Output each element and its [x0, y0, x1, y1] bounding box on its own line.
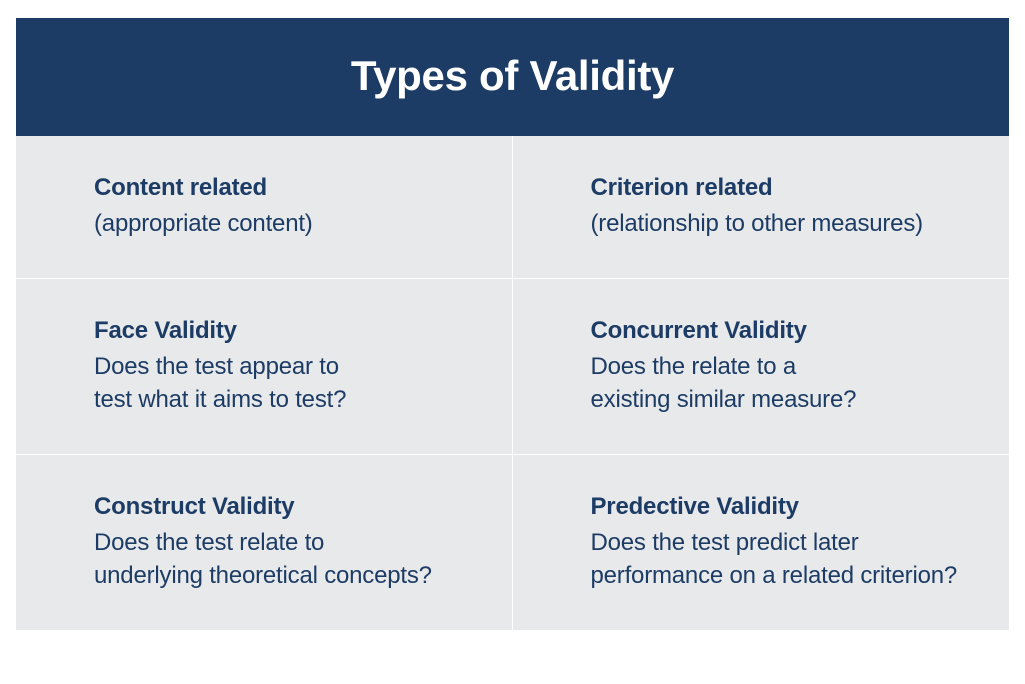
- cell-desc: Does the test relate tounderlying theore…: [94, 527, 492, 592]
- cell-title: Construct Validity: [94, 493, 492, 521]
- cell-title: Criterion related: [591, 174, 990, 202]
- cell-concurrent-validity: Concurrent Validity Does the relate to a…: [513, 279, 1010, 455]
- cell-title: Face Validity: [94, 317, 492, 345]
- cell-predictive-validity: Predective Validity Does the test predic…: [513, 455, 1010, 630]
- grid: Content related (appropriate content) Cr…: [16, 136, 1009, 630]
- header-title: Types of Validity: [351, 52, 674, 99]
- header-bar: Types of Validity: [16, 18, 1009, 136]
- validity-infographic: Types of Validity Content related (appro…: [16, 18, 1009, 630]
- cell-content-related: Content related (appropriate content): [16, 136, 513, 279]
- cell-desc: Does the test appear totest what it aims…: [94, 351, 492, 416]
- cell-desc: Does the relate to aexisting similar mea…: [591, 351, 990, 416]
- cell-desc: Does the test predict laterperformance o…: [591, 527, 990, 592]
- cell-title: Content related: [94, 174, 492, 202]
- cell-desc: (relationship to other measures): [591, 208, 990, 240]
- cell-title: Concurrent Validity: [591, 317, 990, 345]
- cell-criterion-related: Criterion related (relationship to other…: [513, 136, 1010, 279]
- cell-construct-validity: Construct Validity Does the test relate …: [16, 455, 513, 630]
- cell-title: Predective Validity: [591, 493, 990, 521]
- cell-desc: (appropriate content): [94, 208, 492, 240]
- cell-face-validity: Face Validity Does the test appear totes…: [16, 279, 513, 455]
